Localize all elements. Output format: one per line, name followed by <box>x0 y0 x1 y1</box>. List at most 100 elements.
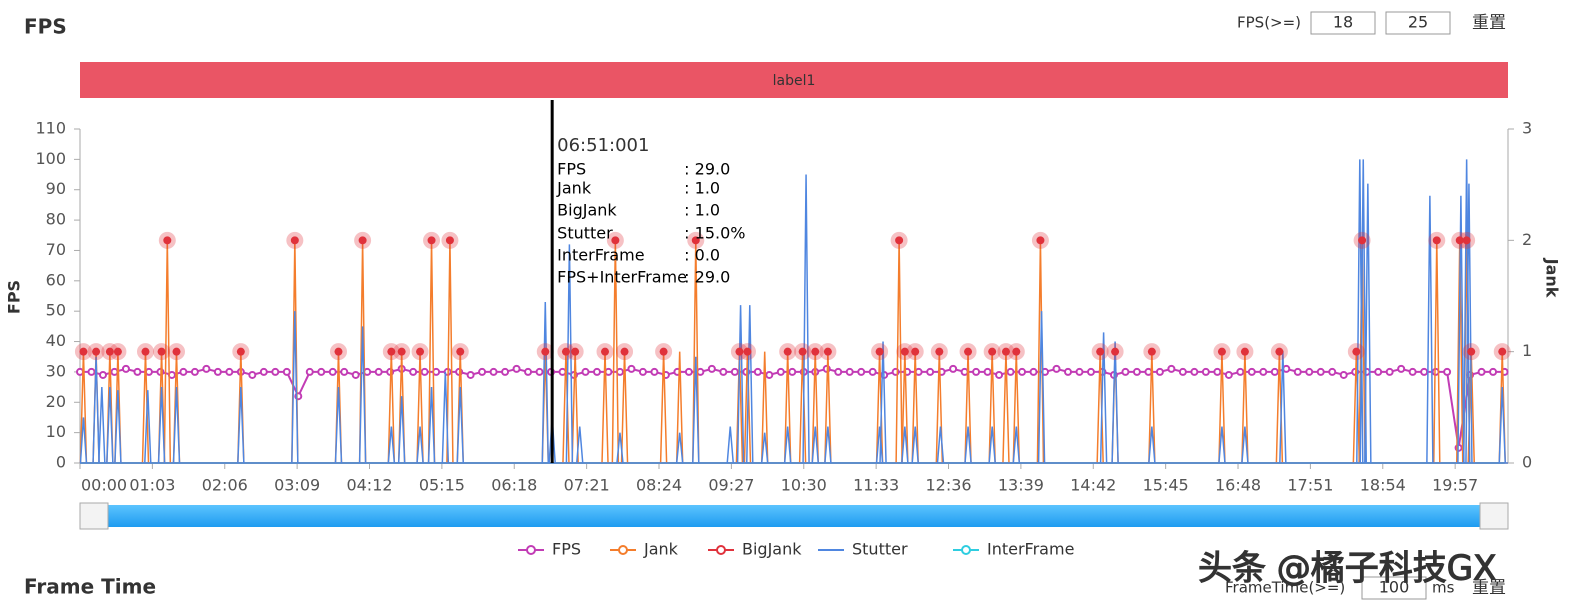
spike <box>79 417 88 464</box>
point <box>638 367 647 376</box>
zoom-slider[interactable] <box>80 505 1508 527</box>
spike <box>114 390 122 464</box>
y-tick-label: 30 <box>46 361 66 380</box>
x-tick-label: 12:36 <box>925 476 971 495</box>
tooltip-label: Jank <box>556 179 592 198</box>
marker <box>687 231 705 249</box>
point <box>1293 367 1302 376</box>
threshold-input[interactable] <box>1361 576 1427 600</box>
spike <box>387 426 396 464</box>
spike <box>692 356 700 464</box>
marker <box>1106 343 1124 361</box>
legend-swatch <box>618 545 628 555</box>
marker <box>616 343 634 361</box>
y-tick-label: 40 <box>46 331 66 350</box>
marker <box>1493 343 1511 361</box>
marker <box>1213 343 1231 361</box>
x-tick-label: 05:15 <box>419 476 465 495</box>
marker <box>411 343 429 361</box>
point <box>1018 367 1027 376</box>
point <box>1408 367 1417 376</box>
point <box>627 364 636 373</box>
marker <box>1428 231 1446 249</box>
point <box>857 367 866 376</box>
spike <box>616 432 624 464</box>
point <box>707 364 716 373</box>
spike <box>441 371 450 464</box>
x-tick-label: 07:21 <box>564 476 610 495</box>
x-tick-label: 08:24 <box>636 476 682 495</box>
reset-link[interactable]: 重置 <box>1472 13 1506 33</box>
legend-label: Jank <box>643 540 679 559</box>
point <box>581 367 590 376</box>
spike <box>1465 183 1473 464</box>
point <box>1132 367 1141 376</box>
spike <box>901 426 909 464</box>
threshold-value[interactable]: 25 <box>1408 13 1428 32</box>
spike <box>1012 426 1021 464</box>
spike <box>1111 341 1119 464</box>
marker <box>109 343 127 361</box>
spike <box>964 426 972 464</box>
point <box>1420 367 1429 376</box>
threshold-input[interactable] <box>1310 11 1376 35</box>
spike <box>1148 426 1156 464</box>
spike <box>237 387 245 464</box>
point <box>1178 367 1187 376</box>
point <box>282 367 291 376</box>
y2-tick-label: 1 <box>1522 341 1532 360</box>
zoom-handle[interactable] <box>1479 502 1509 530</box>
zoom-handle[interactable] <box>79 502 109 530</box>
spike <box>144 390 152 464</box>
spike <box>92 356 100 464</box>
x-tick-label: 04:12 <box>346 476 392 495</box>
point <box>1236 367 1245 376</box>
point <box>592 367 601 376</box>
point <box>1259 367 1268 376</box>
spike <box>571 351 579 464</box>
spike <box>358 326 367 464</box>
x-tick-label: 19:57 <box>1432 476 1478 495</box>
point <box>776 367 785 376</box>
point <box>1086 367 1095 376</box>
point <box>1489 367 1498 376</box>
threshold-input[interactable] <box>1385 11 1451 35</box>
threshold-value[interactable]: 100 <box>1379 578 1410 597</box>
spike <box>157 387 166 464</box>
point <box>420 367 429 376</box>
marker <box>655 343 673 361</box>
marker <box>1462 343 1480 361</box>
marker <box>536 343 554 361</box>
tooltip-label: InterFrame <box>557 246 644 265</box>
point <box>1167 364 1176 373</box>
spike <box>760 351 769 464</box>
y2-axis-title: Jank <box>1543 258 1562 298</box>
marker <box>1143 343 1161 361</box>
marker <box>1007 343 1025 361</box>
legend-swatch <box>961 545 971 555</box>
point <box>730 367 739 376</box>
y2-tick-label: 0 <box>1522 453 1532 472</box>
marker <box>153 343 171 361</box>
tooltip-value: : 0.0 <box>684 246 720 265</box>
point <box>926 367 935 376</box>
marker <box>393 343 411 361</box>
marker <box>930 343 948 361</box>
tooltip-value: : 15.0% <box>684 224 745 243</box>
spike <box>1099 332 1108 464</box>
marker <box>158 231 176 249</box>
spike <box>620 351 629 464</box>
x-tick-label: 03:09 <box>274 476 320 495</box>
marker <box>596 343 614 361</box>
spike <box>1241 426 1249 464</box>
marker <box>1091 343 1109 361</box>
threshold-value[interactable]: 18 <box>1333 13 1353 32</box>
marker <box>1353 231 1371 249</box>
spike <box>736 305 745 464</box>
point <box>1155 367 1164 376</box>
spike <box>1002 351 1010 464</box>
reset-link[interactable]: 重置 <box>1472 578 1506 598</box>
spike <box>783 426 792 464</box>
x-tick-label: 11:33 <box>853 476 899 495</box>
